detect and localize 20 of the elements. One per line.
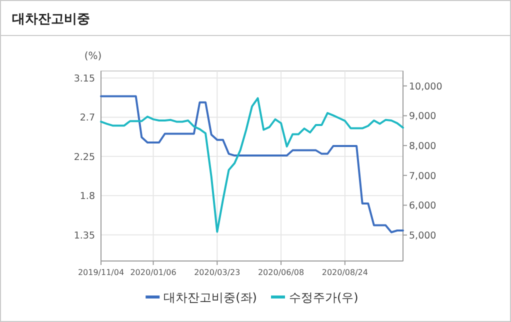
- y-axis-title: (%): [84, 51, 102, 62]
- x-tick-label: 2020/03/23: [194, 268, 240, 277]
- y2-tick-label: 5,000: [409, 230, 436, 242]
- legend-label: 수정주가(우): [289, 290, 358, 304]
- y2-tick-label: 6,000: [409, 200, 436, 212]
- chart-title: 대차잔고비중: [12, 12, 90, 27]
- x-tick-label: 2019/11/04: [78, 268, 124, 277]
- y2-tick-label: 10,000: [409, 81, 442, 92]
- y-tick-label: 1.8: [80, 191, 95, 202]
- x-tick-label: 2020/08/24: [322, 268, 368, 277]
- x-tick-label: 2020/06/08: [258, 268, 304, 277]
- y2-tick-label: 8,000: [409, 141, 436, 152]
- y-tick-label: 1.35: [74, 230, 95, 242]
- x-tick-label: 2020/01/06: [130, 268, 176, 277]
- y2-tick-label: 7,000: [409, 170, 436, 182]
- y-tick-label: 3.15: [74, 73, 95, 84]
- legend-label: 대차잔고비중(좌): [164, 290, 257, 304]
- y-tick-label: 2.7: [80, 112, 95, 124]
- y2-tick-label: 9,000: [409, 111, 436, 122]
- y-tick-label: 2.25: [74, 152, 95, 163]
